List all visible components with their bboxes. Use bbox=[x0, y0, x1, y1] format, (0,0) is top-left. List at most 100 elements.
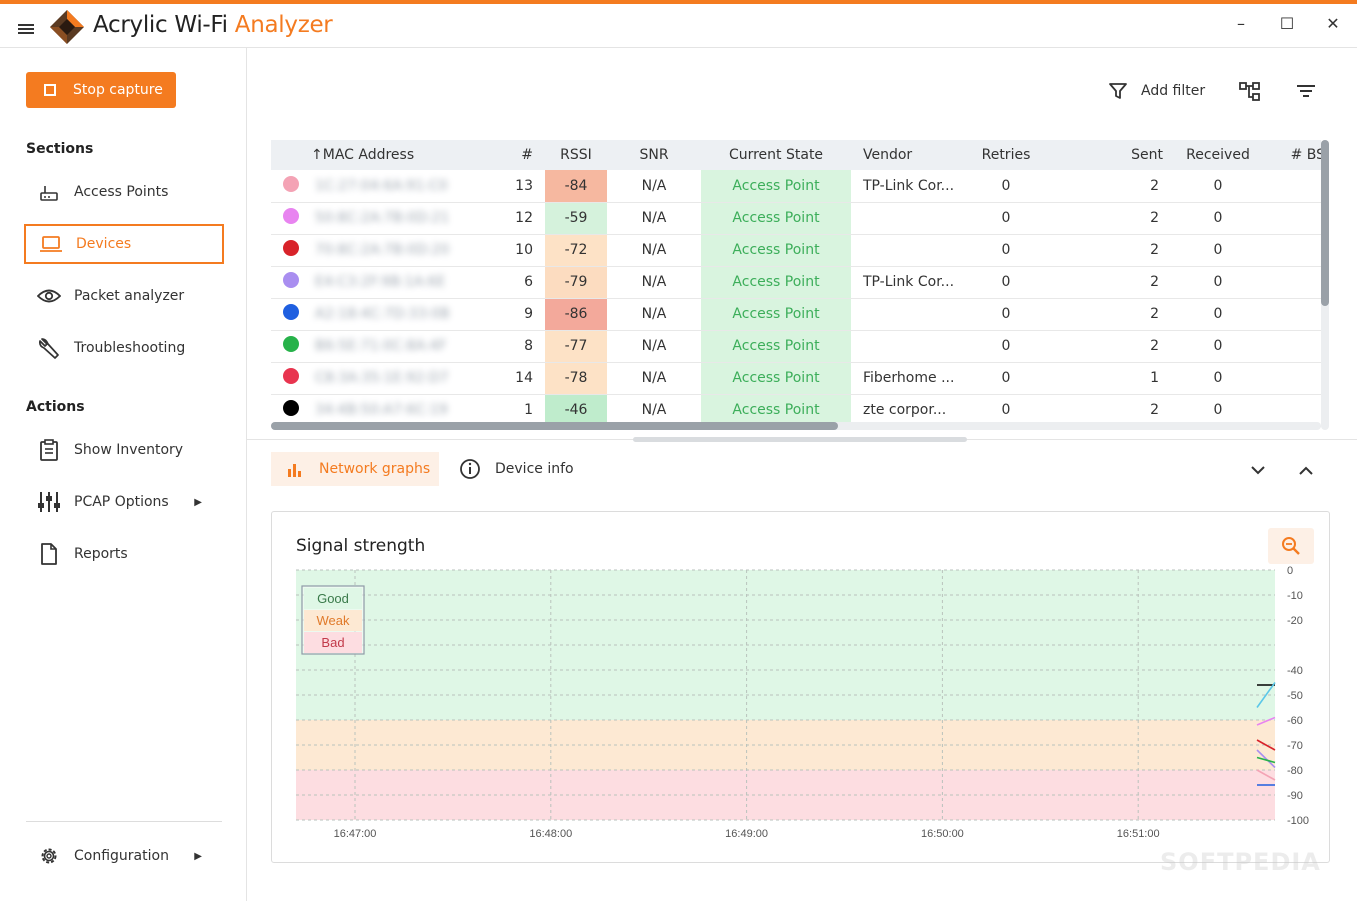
rssi-cell: -77 bbox=[545, 330, 607, 363]
table-row[interactable]: 50:8C:2A:7B:0D:21 12 -59 N/A Access Point 0 2 0… bbox=[271, 202, 1321, 235]
sort-lines-icon bbox=[1297, 85, 1315, 97]
vendor-cell bbox=[851, 202, 961, 235]
bs-cell: 2 bbox=[1263, 266, 1321, 299]
tab-network-graphs[interactable]: Network graphs bbox=[271, 452, 439, 486]
mac-cell: B6:5E:71:0C:8A:4F bbox=[311, 330, 477, 363]
title-bar: Acrylic Wi-Fi Analyzer – ☐ ✕ bbox=[0, 4, 1357, 48]
tab-label: Network graphs bbox=[319, 461, 431, 477]
device-color-dot bbox=[283, 272, 299, 288]
received-cell: 0 bbox=[1173, 298, 1263, 331]
legend-label-bad: Bad bbox=[321, 635, 344, 650]
column-header-sent[interactable]: Sent bbox=[1131, 147, 1163, 163]
y-tick-label: -100 bbox=[1287, 815, 1309, 827]
horizontal-scroll-thumb[interactable] bbox=[271, 422, 838, 430]
device-color-dot bbox=[283, 208, 299, 224]
sidebar-item-label: Packet analyzer bbox=[74, 288, 185, 304]
sidebar-item-devices[interactable]: Devices bbox=[24, 224, 224, 264]
retries-cell: 0 bbox=[961, 298, 1051, 331]
clipboard-icon bbox=[36, 438, 62, 462]
bs-cell: 2 bbox=[1263, 330, 1321, 363]
table-vertical-scrollbar[interactable] bbox=[1321, 140, 1329, 430]
series-line bbox=[1256, 756, 1276, 764]
number-cell: 9 bbox=[477, 298, 545, 331]
table-row[interactable]: 70:8C:2A:7B:0D:20 10 -72 N/A Access Point 0 2 0… bbox=[271, 234, 1321, 267]
vendor-cell: TP-Link Cor... bbox=[851, 170, 961, 203]
chart-title: Signal strength bbox=[296, 536, 426, 556]
table-header-row: ↑MAC Address # RSSI SNR Current State Ve… bbox=[271, 140, 1321, 170]
table-row[interactable]: C8:3A:35:1E:92:D7 14 -78 N/A Access Point Fib… bbox=[271, 362, 1321, 395]
device-color-dot bbox=[283, 304, 299, 320]
signal-strength-card: Signal strength 0 -10 -20 -40 -50 -60 -70 -80 -9… bbox=[271, 511, 1330, 863]
number-cell: 12 bbox=[477, 202, 545, 235]
sent-cell: 2 bbox=[1051, 298, 1173, 331]
column-header-received[interactable]: Received bbox=[1186, 147, 1250, 163]
stop-capture-label: Stop capture bbox=[73, 82, 163, 98]
sections-heading: Sections bbox=[26, 141, 94, 157]
submenu-arrow-icon: ▶ bbox=[194, 850, 202, 862]
state-cell: Access Point bbox=[701, 362, 851, 395]
sidebar-item-configuration[interactable]: Configuration ▶ bbox=[24, 836, 224, 876]
legend-swatch-good bbox=[304, 588, 362, 609]
tab-label: Device info bbox=[495, 461, 574, 477]
zoom-button[interactable] bbox=[1268, 528, 1314, 564]
sidebar-item-show-inventory[interactable]: Show Inventory bbox=[24, 430, 224, 470]
sidebar-item-pcap-options[interactable]: PCAP Options ▶ bbox=[24, 482, 224, 522]
table-row[interactable]: E4:C3:2F:9B:1A:6E 6 -79 N/A Access Point TP-L… bbox=[271, 266, 1321, 299]
column-header-rssi[interactable]: RSSI bbox=[560, 147, 592, 163]
column-header-number[interactable]: # bbox=[521, 147, 533, 163]
y-tick-label: -70 bbox=[1287, 740, 1303, 752]
column-header-snr[interactable]: SNR bbox=[639, 147, 669, 163]
table-horizontal-scrollbar[interactable] bbox=[271, 422, 1321, 430]
received-cell: 0 bbox=[1173, 170, 1263, 203]
table-row[interactable]: 1C:27:04:6A:91:C0 13 -84 N/A Access Point TP-… bbox=[271, 170, 1321, 203]
sidebar: Stop capture Sections Access Points Devi… bbox=[0, 48, 247, 901]
y-tick-label: -10 bbox=[1287, 590, 1303, 602]
signal-strength-chart[interactable]: 0 -10 -20 -40 -50 -60 -70 -80 -90 -100 16:47:00 16:… bbox=[272, 542, 1329, 862]
expand-up-button[interactable] bbox=[1294, 458, 1318, 482]
minimize-button[interactable]: – bbox=[1237, 14, 1245, 33]
y-tick-label: -40 bbox=[1287, 665, 1303, 677]
column-header-vendor[interactable]: Vendor bbox=[863, 147, 913, 163]
add-filter-label: Add filter bbox=[1141, 83, 1206, 99]
filter-icon bbox=[1109, 83, 1127, 99]
color-cell bbox=[271, 362, 311, 395]
legend-swatch-weak bbox=[304, 610, 362, 631]
color-cell bbox=[271, 234, 311, 267]
column-header-retries[interactable]: Retries bbox=[981, 147, 1031, 163]
column-header-current-state[interactable]: Current State bbox=[728, 147, 824, 163]
sidebar-item-reports[interactable]: Reports bbox=[24, 534, 224, 574]
pane-resize-handle[interactable] bbox=[633, 437, 967, 442]
y-tick-label: 0 bbox=[1287, 565, 1293, 577]
tab-device-info[interactable]: Device info bbox=[459, 452, 599, 486]
sidebar-item-packet-analyzer[interactable]: Packet analyzer bbox=[24, 276, 224, 316]
column-header-mac[interactable]: ↑MAC Address bbox=[311, 147, 415, 163]
snr-cell: N/A bbox=[607, 330, 701, 363]
number-cell: 6 bbox=[477, 266, 545, 299]
state-cell: Access Point bbox=[701, 394, 851, 427]
vertical-scroll-thumb[interactable] bbox=[1321, 140, 1329, 306]
sidebar-item-access-points[interactable]: Access Points bbox=[24, 172, 224, 212]
column-header-bs[interactable]: # BS bbox=[1290, 147, 1321, 163]
sort-options-button[interactable] bbox=[1296, 84, 1316, 98]
column-header-color bbox=[271, 140, 311, 170]
sent-cell: 2 bbox=[1051, 330, 1173, 363]
received-cell: 0 bbox=[1173, 394, 1263, 427]
number-cell: 10 bbox=[477, 234, 545, 267]
legend-label-good: Good bbox=[317, 591, 349, 606]
device-color-dot bbox=[283, 175, 299, 192]
sidebar-item-troubleshooting[interactable]: Troubleshooting bbox=[24, 328, 224, 368]
add-filter-button[interactable]: Add filter bbox=[1109, 82, 1205, 100]
sidebar-item-label: Configuration bbox=[74, 848, 169, 864]
maximize-button[interactable]: ☐ bbox=[1279, 14, 1295, 33]
collapse-down-button[interactable] bbox=[1246, 458, 1270, 482]
hamburger-menu-icon[interactable] bbox=[18, 24, 34, 34]
close-button[interactable]: ✕ bbox=[1326, 14, 1340, 33]
device-color-dot bbox=[283, 400, 299, 416]
sidebar-item-label: Access Points bbox=[74, 184, 169, 200]
stop-capture-button[interactable]: Stop capture bbox=[26, 72, 176, 108]
tree-view-button[interactable] bbox=[1239, 82, 1261, 102]
chevron-down-icon bbox=[1251, 465, 1265, 474]
retries-cell: 0 bbox=[961, 362, 1051, 395]
